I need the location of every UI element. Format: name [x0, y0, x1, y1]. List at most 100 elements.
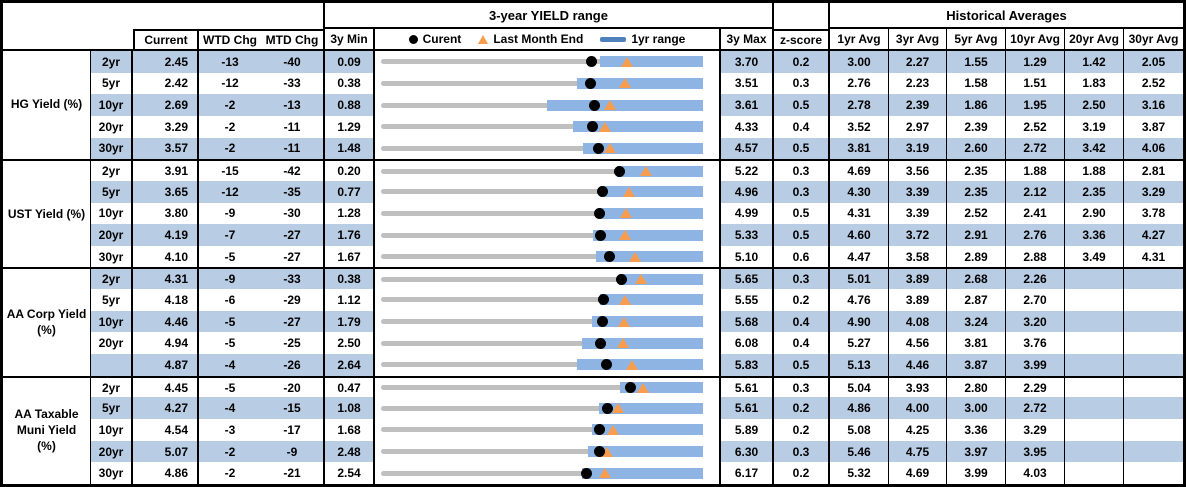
- avg-value-3: 2.60: [947, 137, 1006, 160]
- current-dot: [596, 316, 608, 328]
- current-dot-icon: [408, 34, 418, 44]
- avg-value-1: 5.13: [830, 354, 889, 376]
- max-3y-value: 5.68: [721, 310, 774, 333]
- chg-cell: -7 -27: [199, 224, 325, 246]
- max-3y-value: 5.10: [721, 245, 774, 268]
- max-3y-value: 3.51: [721, 72, 774, 95]
- avg-value-5: [1065, 310, 1124, 333]
- current-dot: [586, 56, 597, 68]
- avg-value-1: 4.31: [830, 202, 889, 225]
- current-value: 4.87: [133, 354, 199, 376]
- current-dot: [624, 382, 636, 394]
- avg-value-6: [1124, 354, 1183, 376]
- col-header-3y-min: 3y Min: [325, 29, 375, 51]
- wtd-chg-value: -2: [224, 98, 236, 113]
- range-bar-1yr: [576, 359, 703, 371]
- avg-value-5: 3.42: [1065, 137, 1124, 160]
- avg-value-2: 3.39: [889, 180, 947, 203]
- mtd-chg-value: -11: [283, 119, 301, 134]
- col-header-current: Current: [133, 29, 199, 51]
- min-3y-value: 0.38: [325, 72, 375, 95]
- avg-value-3: 2.80: [947, 375, 1006, 398]
- avg-value-4: 2.70: [1006, 289, 1065, 311]
- avg-value-2: 3.89: [889, 289, 947, 311]
- avg-value-3: 1.55: [947, 51, 1006, 73]
- max-3y-value: 5.33: [721, 224, 774, 246]
- current-value: 3.91: [133, 159, 199, 181]
- mtd-chg-value: -42: [283, 164, 301, 179]
- legend-last-month-end-label: Last Month End: [493, 32, 584, 46]
- avg-value-4: 3.95: [1006, 440, 1065, 463]
- yield-range-chart: [375, 245, 721, 268]
- col-header-changes: WTD Chg MTD Chg: [199, 29, 325, 51]
- last-month-end-marker: [628, 251, 641, 262]
- last-month-end-triangle-icon: [478, 34, 489, 44]
- z-score-value: 0.5: [774, 202, 830, 225]
- range-track: [381, 232, 703, 238]
- current-value: 4.54: [133, 419, 199, 441]
- current-value: 4.94: [133, 332, 199, 355]
- yield-range-chart: [375, 224, 721, 246]
- corner-blank-cell: [3, 3, 133, 51]
- z-score-value: 0.3: [774, 159, 830, 181]
- yield-range-chart: [375, 419, 721, 441]
- tenor-label: 30yr: [91, 137, 133, 160]
- range-bar-1yr: [582, 467, 703, 479]
- avg-value-1: 4.69: [830, 159, 889, 181]
- historical-averages-title: Historical Averages: [830, 3, 1183, 29]
- range-bar-1yr: [581, 337, 703, 349]
- row-group-label: HG Yield (%): [3, 51, 91, 160]
- avg-value-3: 3.81: [947, 332, 1006, 355]
- z-score-value: 0.4: [774, 115, 830, 138]
- current-value: 4.10: [133, 245, 199, 268]
- z-score-value: 0.5: [774, 94, 830, 116]
- current-dot: [602, 402, 614, 414]
- last-month-end-marker: [612, 403, 625, 414]
- chg-cell: -4 -26: [199, 354, 325, 376]
- current-dot: [587, 121, 599, 133]
- mtd-chg-value: -9: [286, 444, 298, 459]
- wtd-chg-value: -5: [224, 314, 236, 329]
- range-bar-1yr: [572, 121, 703, 133]
- tenor-label: 2yr: [91, 267, 133, 290]
- avg-value-1: 5.46: [830, 440, 889, 463]
- range-bar-icon: [600, 36, 627, 42]
- max-3y-value: 3.61: [721, 94, 774, 116]
- wtd-chg-value: -6: [224, 292, 236, 307]
- range-track: [381, 145, 703, 151]
- avg-value-2: 3.89: [889, 267, 947, 290]
- legend-last-month-end: Last Month End: [478, 32, 583, 46]
- min-3y-value: 0.88: [325, 94, 375, 116]
- yield-range-chart: [375, 115, 721, 138]
- range-track: [381, 276, 703, 282]
- avg-value-1: 4.47: [830, 245, 889, 268]
- avg-value-5: [1065, 289, 1124, 311]
- avg-value-6: [1124, 267, 1183, 290]
- avg-value-6: [1124, 289, 1183, 311]
- avg-value-2: 3.56: [889, 159, 947, 181]
- tenor-label: 20yr: [91, 440, 133, 463]
- current-value: 4.27: [133, 397, 199, 420]
- last-month-end-marker: [635, 274, 648, 285]
- min-3y-value: 2.64: [325, 354, 375, 376]
- avg-value-3: 3.00: [947, 397, 1006, 420]
- avg-value-1: 4.30: [830, 180, 889, 203]
- col-header-mtd-chg: MTD Chg: [265, 33, 319, 47]
- range-track: [381, 210, 703, 216]
- yield-range-chart: [375, 440, 721, 463]
- avg-value-4: 3.20: [1006, 310, 1065, 333]
- chg-cell: -12 -33: [199, 72, 325, 95]
- range-bar-1yr: [593, 229, 703, 241]
- row-group-label: UST Yield (%): [3, 159, 91, 268]
- current-value: 2.69: [133, 94, 199, 116]
- tenor-label: 2yr: [91, 159, 133, 181]
- avg-value-1: 5.01: [830, 267, 889, 290]
- avg-value-4: 1.29: [1006, 51, 1065, 73]
- avg-value-3: 2.39: [947, 115, 1006, 138]
- avg-value-4: 2.52: [1006, 115, 1065, 138]
- avg-value-6: [1124, 332, 1183, 354]
- avg-value-1: 5.04: [830, 375, 889, 398]
- tenor-label: [91, 354, 133, 376]
- avg-value-4: 3.29: [1006, 419, 1065, 441]
- wtd-chg-value: -9: [224, 206, 236, 221]
